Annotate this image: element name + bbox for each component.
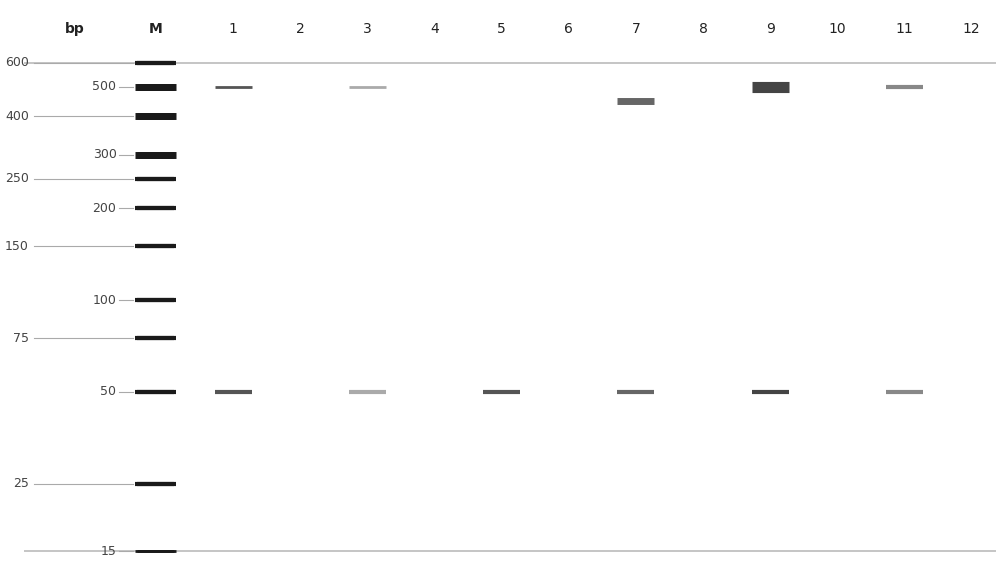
Text: 75: 75 bbox=[13, 332, 29, 345]
Text: 10: 10 bbox=[828, 22, 846, 35]
Text: 15: 15 bbox=[101, 545, 116, 557]
Text: 400: 400 bbox=[5, 110, 29, 123]
Text: 1: 1 bbox=[229, 22, 238, 35]
Text: 600: 600 bbox=[5, 56, 29, 70]
Text: 11: 11 bbox=[896, 22, 913, 35]
Text: 2: 2 bbox=[296, 22, 305, 35]
Text: 25: 25 bbox=[13, 477, 29, 490]
Text: 200: 200 bbox=[93, 202, 116, 215]
Text: 50: 50 bbox=[100, 385, 116, 398]
Text: 100: 100 bbox=[93, 294, 116, 307]
Text: 3: 3 bbox=[363, 22, 372, 35]
Text: M: M bbox=[148, 22, 162, 35]
Text: 12: 12 bbox=[963, 22, 980, 35]
Text: 4: 4 bbox=[430, 22, 439, 35]
Text: 6: 6 bbox=[564, 22, 573, 35]
Text: 250: 250 bbox=[5, 172, 29, 185]
Text: 300: 300 bbox=[93, 148, 116, 161]
Text: 8: 8 bbox=[699, 22, 707, 35]
Text: 5: 5 bbox=[497, 22, 506, 35]
Text: 150: 150 bbox=[5, 240, 29, 253]
Text: bp: bp bbox=[65, 22, 85, 35]
Text: 500: 500 bbox=[92, 80, 116, 93]
Text: 7: 7 bbox=[632, 22, 640, 35]
Text: 9: 9 bbox=[766, 22, 775, 35]
